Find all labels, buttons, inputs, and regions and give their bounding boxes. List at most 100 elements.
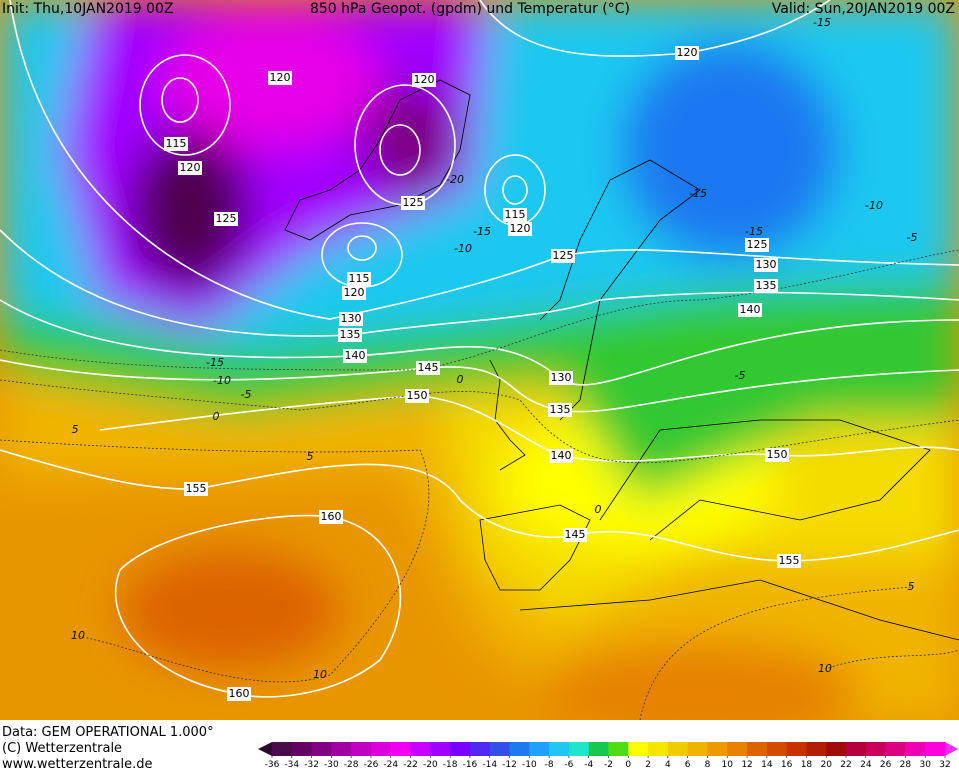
geopotential-label-box [268, 71, 292, 85]
init-time: Init: Thu,10JAN2019 00Z [2, 1, 174, 17]
geopotential-label-box [416, 361, 440, 375]
geopotential-label-box [227, 687, 251, 701]
colorbar-tick-label: -6 [564, 760, 573, 770]
colorbar-tick-label: -22 [403, 760, 418, 770]
colorbar-tick-label: -10 [522, 760, 537, 770]
isoline [347, 235, 377, 261]
temperature-label: -10 [213, 374, 231, 387]
geopotential-label: 135 [340, 328, 361, 341]
colorbar-bin [430, 742, 451, 756]
geopotential-label: 125 [747, 238, 768, 251]
temperature-label: -15 [813, 16, 831, 29]
colorbar-tick-label: -32 [304, 760, 319, 770]
temperature-label: -15 [689, 187, 707, 200]
colorbar-tick-label: 22 [840, 760, 851, 770]
colorbar-tick-label: 24 [860, 760, 872, 770]
isoline-labels: 120 1201201151201251251151201251251301351… [71, 16, 917, 701]
temperature-label: 10 [313, 668, 327, 681]
geopotential-label: 125 [553, 249, 574, 262]
field-warm-core [120, 550, 340, 670]
isoline [114, 514, 402, 698]
geopotential-label: 135 [550, 403, 571, 416]
geopotential-label: 115 [349, 272, 370, 285]
colorbar-bin [885, 742, 906, 756]
colorbar-bin [351, 742, 372, 756]
coast-iberia [479, 504, 591, 591]
geopotential-label-box [343, 349, 367, 363]
colorbar-bin [766, 742, 788, 756]
colorbar-tick-label: 14 [761, 760, 773, 770]
website: www.wetterzentrale.de [2, 757, 152, 770]
colorbar-tick-label: 30 [919, 760, 931, 770]
copyright: (C) Wetterzentrale [2, 741, 122, 756]
colorbar-bin [370, 742, 392, 756]
geopotential-label-box [214, 212, 238, 226]
colorbar-bin [568, 742, 590, 756]
temperature-label: -10 [865, 199, 883, 212]
geopotential-label-box [184, 482, 208, 496]
geopotential-label-box [765, 448, 789, 462]
temperature-label: 10 [818, 662, 832, 675]
geopotential-label: 150 [767, 448, 788, 461]
coast-europe [599, 419, 931, 541]
colorbar-bin [628, 742, 649, 756]
temperature-label: -5 [241, 388, 252, 401]
geopotential-label-box [548, 403, 572, 417]
geopotential-label-box [401, 196, 425, 210]
colorbar-bin [311, 742, 332, 756]
isoline [161, 77, 199, 123]
t-isoline [639, 586, 959, 720]
colorbar-bin [549, 742, 570, 756]
geopotential-label-box [339, 312, 363, 326]
colorbar-tick-label: 12 [741, 760, 752, 770]
geopotential-label: 130 [551, 371, 572, 384]
colorbar-tick-label: 4 [665, 760, 671, 770]
geopotential-label: 140 [740, 303, 761, 316]
colorbar-bin [846, 742, 867, 756]
coast-africa [519, 579, 959, 641]
t-isoline [0, 379, 959, 464]
geopotential-label-box [319, 510, 343, 524]
colorbar-tick-label: 20 [821, 760, 833, 770]
colorbar-tick-label: 0 [625, 760, 631, 770]
colorbar-bin [588, 742, 609, 756]
isoline [0, 299, 959, 386]
geopotential-label-box [405, 389, 429, 403]
colorbar-bin [450, 742, 471, 756]
temperature-label: 5 [72, 423, 79, 436]
geopotential-label-box [503, 208, 527, 222]
map-title: 850 hPa Geopot. (gpdm) und Temperatur (°… [310, 1, 630, 17]
isoline [0, 359, 959, 413]
temperature-isolines [0, 249, 959, 720]
geopotential-label-box [551, 249, 575, 263]
geopotential-label-box [342, 286, 366, 300]
colorbar-tick-label: -18 [443, 760, 458, 770]
colorbar-tick-label: -20 [423, 760, 438, 770]
colorbar-bin [905, 742, 926, 756]
colorbar-tick-label: -34 [284, 760, 299, 770]
temperature-label: 0 [595, 503, 602, 516]
geopotential-label-box [412, 73, 436, 87]
colorbar-low-arrow [258, 742, 272, 756]
geopotential-label: 125 [216, 212, 237, 225]
temperature-label: -20 [446, 173, 464, 186]
temperature-field [0, 0, 959, 720]
colorbar-bin [826, 742, 847, 756]
geopotential-label-box [754, 279, 778, 293]
field-dark-purple-2 [365, 85, 455, 195]
isoline [0, 449, 959, 562]
temperature-label: 10 [71, 629, 85, 642]
colorbar-tick-label: 16 [781, 760, 793, 770]
colorbar-bin [687, 742, 708, 756]
colorbar-bin [390, 742, 412, 756]
isoline [139, 54, 231, 156]
colorbar-tick-label: 26 [880, 760, 892, 770]
geopotential-label: 160 [229, 687, 250, 700]
geopotential-label: 135 [756, 279, 777, 292]
geopotential-label-box [164, 137, 188, 151]
geopotential-label-box [338, 328, 362, 342]
coastlines [284, 79, 959, 641]
geopotential-label-box [178, 161, 202, 175]
colorbar-bin [707, 742, 728, 756]
